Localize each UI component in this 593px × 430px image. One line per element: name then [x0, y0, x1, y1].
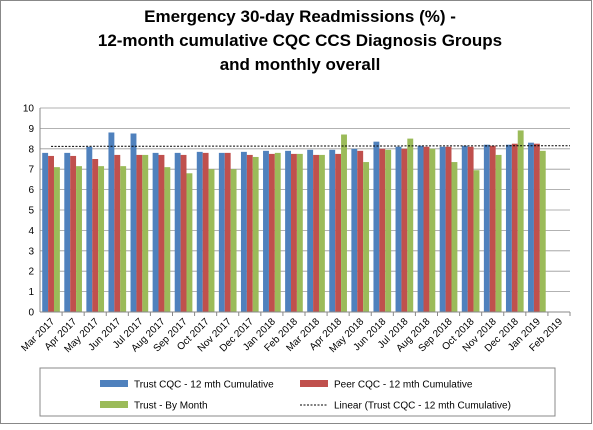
- bar: [539, 150, 546, 312]
- bar: [528, 142, 534, 312]
- bar: [263, 150, 269, 312]
- bar: [329, 149, 336, 312]
- bar: [385, 149, 392, 312]
- bar: [423, 146, 430, 312]
- legend-label: Trust CQC - 12 mth Cumulative: [134, 380, 274, 391]
- y-tick-label: 4: [28, 226, 34, 237]
- bar: [307, 149, 314, 312]
- bar: [335, 153, 342, 312]
- legend-swatch: [300, 380, 328, 387]
- chart-title: and monthly overall: [220, 55, 381, 74]
- bar: [64, 152, 71, 312]
- bar: [174, 152, 181, 312]
- trendline: [51, 145, 571, 147]
- bar: [130, 133, 137, 312]
- bar: [180, 154, 187, 312]
- bar: [76, 166, 82, 312]
- bar: [351, 148, 358, 312]
- bar: [407, 138, 414, 312]
- bar: [240, 151, 247, 312]
- bar: [511, 143, 518, 312]
- bar: [86, 146, 93, 312]
- bar: [429, 148, 436, 312]
- bar: [218, 152, 225, 312]
- legend-swatch: [100, 401, 128, 408]
- chart-title: 12-month cumulative CQC CCS Diagnosis Gr…: [98, 31, 502, 50]
- bar: [158, 154, 165, 312]
- y-tick-label: 2: [28, 267, 34, 278]
- bar: [152, 152, 159, 312]
- legend-label: Peer CQC - 12 mth Cumulative: [334, 380, 473, 391]
- bar: [224, 152, 231, 312]
- bar: [373, 141, 380, 312]
- bar: [461, 145, 468, 312]
- bar: [401, 148, 408, 312]
- y-tick-label: 7: [28, 165, 34, 176]
- bar: [202, 152, 209, 312]
- bar: [136, 154, 143, 312]
- bar: [252, 156, 259, 312]
- bar: [208, 169, 215, 312]
- bar: [296, 153, 303, 312]
- bar: [48, 155, 54, 312]
- bar: [318, 154, 325, 312]
- bar: [451, 162, 458, 312]
- chart-title: Emergency 30-day Readmissions (%) -: [144, 7, 456, 26]
- bar: [164, 167, 171, 312]
- y-tick-label: 0: [28, 308, 34, 319]
- y-tick-label: 1: [28, 287, 34, 298]
- bar: [357, 150, 364, 312]
- bar: [445, 146, 452, 312]
- bar: [120, 166, 127, 312]
- y-tick-label: 10: [23, 104, 35, 115]
- bar: [70, 155, 77, 312]
- bar: [108, 132, 115, 312]
- bar: [230, 169, 237, 312]
- legend-label: Trust - By Month: [134, 401, 208, 412]
- bar: [186, 173, 193, 312]
- bar: [505, 144, 512, 312]
- bar: [517, 130, 524, 312]
- bar: [114, 154, 121, 312]
- bar: [42, 152, 49, 312]
- bar: [274, 152, 281, 312]
- bar: [341, 134, 347, 312]
- bar: [395, 146, 402, 312]
- bar: [285, 150, 292, 312]
- y-tick-label: 9: [28, 124, 34, 135]
- bar: [268, 153, 275, 312]
- legend-box: [39, 367, 556, 417]
- bar: [495, 154, 502, 312]
- y-tick-label: 6: [28, 185, 34, 196]
- bar: [489, 145, 496, 312]
- bar: [417, 145, 424, 312]
- bar: [291, 153, 297, 312]
- y-tick-label: 5: [28, 206, 34, 217]
- bar: [246, 154, 253, 312]
- y-tick-label: 8: [28, 144, 34, 155]
- bar: [379, 148, 386, 312]
- bar: [467, 146, 474, 312]
- bar: [98, 166, 105, 312]
- legend-label: Linear (Trust CQC - 12 mth Cumulative): [334, 401, 511, 412]
- bar: [142, 154, 149, 312]
- bar: [313, 154, 319, 312]
- bar: [483, 144, 490, 312]
- legend-swatch: [100, 380, 128, 387]
- bar: [473, 170, 480, 312]
- bar: [533, 143, 540, 312]
- bar: [196, 151, 203, 312]
- bar: [439, 146, 446, 312]
- bar: [53, 167, 60, 312]
- bar: [92, 159, 99, 312]
- y-tick-label: 3: [28, 246, 34, 257]
- bar: [363, 162, 370, 312]
